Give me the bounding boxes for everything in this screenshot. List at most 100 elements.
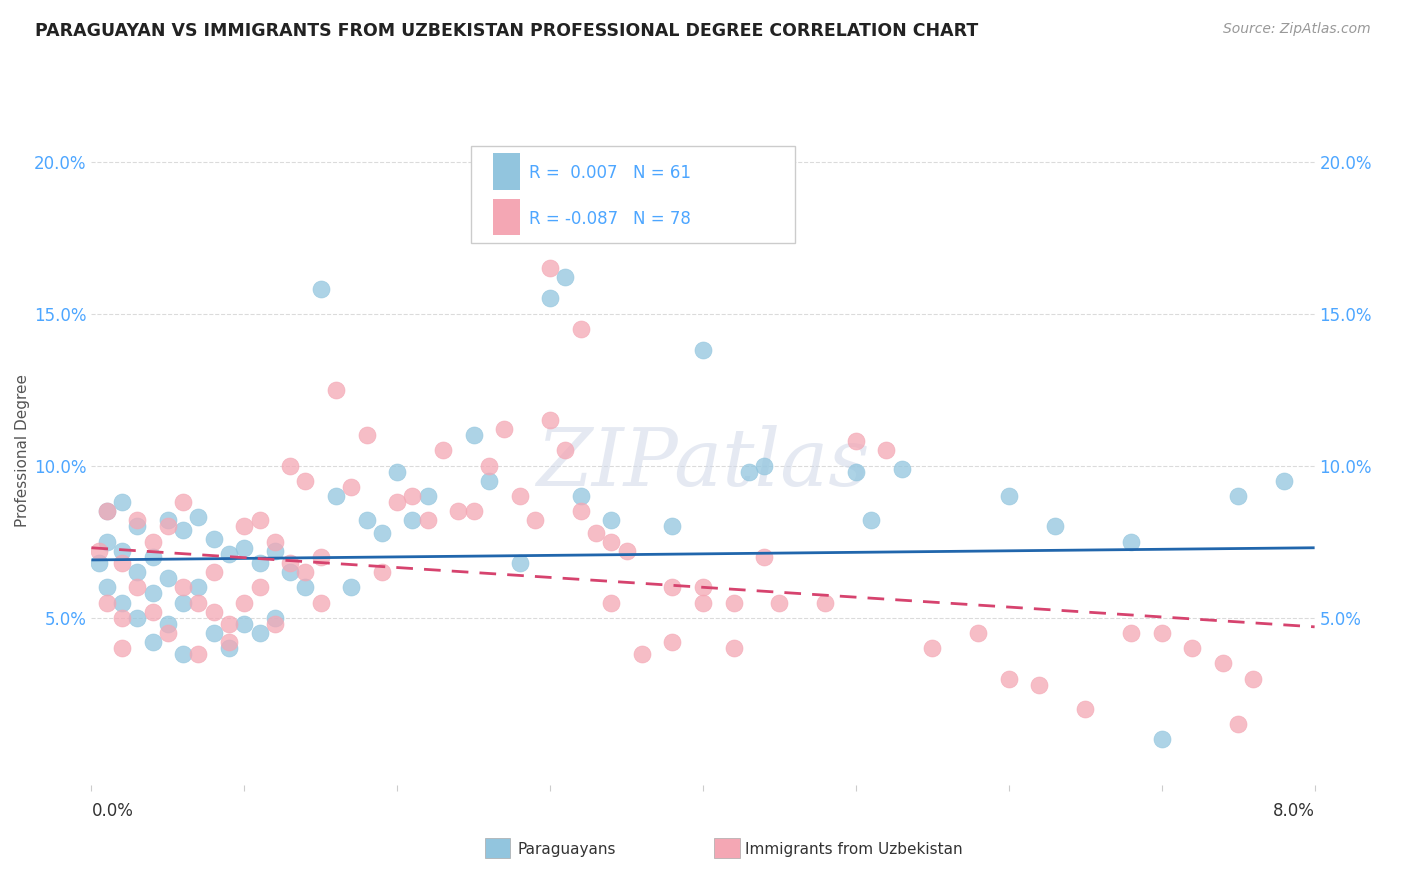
Point (96, 595, 118, 609)
Point (202, 565, 225, 579)
Text: PARAGUAYAN VS IMMIGRANTS FROM UZBEKISTAN PROFESSIONAL DEGREE CORRELATION CHART: PARAGUAYAN VS IMMIGRANTS FROM UZBEKISTAN… (35, 22, 979, 40)
Point (890, 461, 912, 475)
Point (416, 513, 439, 527)
Point (111, 595, 134, 609)
Text: R =  0.007: R = 0.007 (529, 164, 617, 182)
Point (998, 672, 1021, 686)
Point (202, 626, 225, 640)
Point (1150, 626, 1173, 640)
Point (340, 480, 363, 494)
Point (218, 635, 240, 649)
Text: N = 78: N = 78 (633, 210, 692, 227)
Point (294, 474, 316, 488)
Point (278, 458, 301, 473)
Point (768, 595, 790, 609)
Text: Paraguayans: Paraguayans (517, 842, 616, 856)
Point (294, 565, 316, 579)
Point (538, 413, 561, 427)
Point (494, 422, 516, 436)
Point (87, 556, 110, 570)
Point (309, 549, 332, 564)
Point (156, 571, 179, 585)
Point (569, 504, 592, 518)
Point (187, 595, 209, 609)
Point (1028, 678, 1050, 692)
Point (111, 556, 134, 570)
Point (1121, 626, 1143, 640)
Point (141, 534, 163, 549)
Point (156, 519, 179, 533)
Point (187, 647, 209, 661)
Point (96, 580, 118, 594)
Point (87, 543, 110, 558)
Point (509, 489, 531, 503)
Point (1181, 641, 1204, 656)
Point (1227, 489, 1250, 503)
Point (187, 510, 209, 524)
Point (156, 616, 179, 631)
Text: 8.0%: 8.0% (1272, 802, 1315, 820)
Point (371, 525, 394, 540)
Point (478, 458, 501, 473)
Point (264, 610, 287, 624)
Point (111, 610, 134, 624)
Point (172, 523, 194, 537)
Point (325, 383, 347, 397)
Point (401, 489, 423, 503)
Point (416, 489, 439, 503)
Point (1043, 519, 1066, 533)
Point (463, 504, 485, 518)
Point (569, 489, 592, 503)
Point (385, 465, 409, 479)
Point (692, 343, 714, 358)
Point (661, 580, 683, 594)
Point (127, 565, 149, 579)
Point (875, 443, 897, 458)
Point (141, 549, 163, 564)
Point (172, 647, 194, 661)
Point (249, 626, 271, 640)
Point (692, 580, 714, 594)
Point (1150, 732, 1173, 747)
Point (723, 641, 745, 656)
Point (249, 580, 271, 594)
Point (630, 647, 652, 661)
Point (172, 580, 194, 594)
Point (127, 610, 149, 624)
Point (814, 595, 837, 609)
Point (1212, 657, 1234, 671)
Point (264, 534, 287, 549)
Point (860, 513, 883, 527)
Point (187, 580, 209, 594)
Text: N = 61: N = 61 (633, 164, 692, 182)
Point (127, 580, 149, 594)
Point (998, 489, 1021, 503)
Point (371, 565, 394, 579)
Point (754, 549, 776, 564)
Point (600, 595, 623, 609)
Text: Source: ZipAtlas.com: Source: ZipAtlas.com (1223, 22, 1371, 37)
Point (1227, 717, 1250, 731)
Point (141, 635, 163, 649)
Text: 0.0%: 0.0% (91, 802, 134, 820)
Point (463, 428, 485, 442)
Point (249, 556, 271, 570)
Point (218, 641, 240, 656)
Point (278, 565, 301, 579)
Point (1074, 702, 1097, 716)
Point (432, 443, 454, 458)
Text: Immigrants from Uzbekistan: Immigrants from Uzbekistan (745, 842, 963, 856)
Point (294, 580, 316, 594)
Point (447, 504, 470, 518)
Point (264, 616, 287, 631)
Point (1272, 474, 1295, 488)
Point (554, 443, 576, 458)
Point (661, 635, 683, 649)
Point (1243, 672, 1265, 686)
Point (156, 626, 179, 640)
Point (523, 513, 546, 527)
Point (325, 489, 347, 503)
Point (278, 556, 301, 570)
Point (600, 513, 623, 527)
Point (233, 541, 256, 555)
